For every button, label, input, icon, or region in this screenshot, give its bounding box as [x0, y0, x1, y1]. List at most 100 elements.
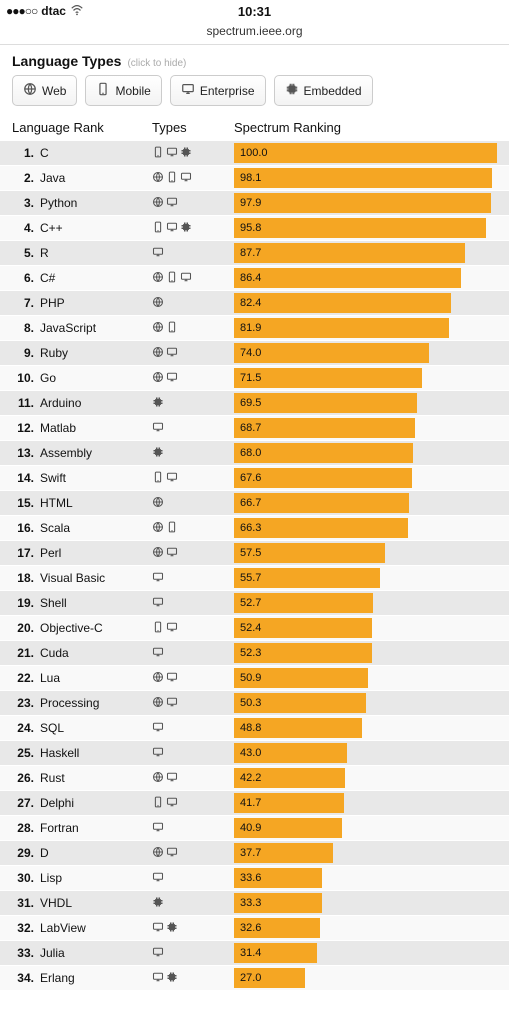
language-name: Julia	[34, 946, 152, 960]
table-row[interactable]: 33Julia31.4	[0, 941, 509, 966]
spectrum-value: 32.6	[234, 922, 261, 934]
mobile-icon	[166, 321, 178, 336]
rank-cell: 15HTML	[12, 496, 152, 510]
chip-icon	[166, 971, 178, 986]
rank-number: 18	[12, 571, 34, 585]
rank-number: 14	[12, 471, 34, 485]
table-row[interactable]: 5R87.7	[0, 241, 509, 266]
spectrum-bar: 87.7	[234, 243, 465, 263]
rank-cell: 4C++	[12, 221, 152, 235]
rank-number: 31	[12, 896, 34, 910]
table-row[interactable]: 25Haskell43.0	[0, 741, 509, 766]
language-name: Cuda	[34, 646, 152, 660]
table-row[interactable]: 32LabView32.6	[0, 916, 509, 941]
table-row[interactable]: 12Matlab68.7	[0, 416, 509, 441]
filter-label: Web	[42, 84, 66, 98]
desktop-icon	[166, 146, 178, 161]
filter-web-button[interactable]: Web	[12, 75, 77, 106]
spectrum-value: 71.5	[234, 372, 261, 384]
table-row[interactable]: 19Shell52.7	[0, 591, 509, 616]
spectrum-bar: 74.0	[234, 343, 429, 363]
table-row[interactable]: 11Arduino 69.5	[0, 391, 509, 416]
section-header[interactable]: Language Types (click to hide)	[0, 45, 509, 75]
globe-icon	[23, 82, 37, 99]
table-row[interactable]: 27Delphi41.7	[0, 791, 509, 816]
spectrum-bar-cell: 33.3	[234, 893, 497, 913]
language-name: Perl	[34, 546, 152, 560]
rank-cell: 13Assembly	[12, 446, 152, 460]
language-name: Arduino	[34, 396, 152, 410]
table-row[interactable]: 22Lua50.9	[0, 666, 509, 691]
table-row[interactable]: 1C100.0	[0, 141, 509, 166]
desktop-icon	[166, 471, 178, 486]
spectrum-bar: 50.3	[234, 693, 366, 713]
carrier-label: dtac	[41, 4, 66, 18]
spectrum-bar-cell: 50.3	[234, 693, 497, 713]
types-cell	[152, 521, 234, 536]
table-row[interactable]: 18Visual Basic55.7	[0, 566, 509, 591]
table-row[interactable]: 26Rust42.2	[0, 766, 509, 791]
table-row[interactable]: 20Objective-C52.4	[0, 616, 509, 641]
spectrum-bar: 55.7	[234, 568, 380, 588]
types-cell	[152, 196, 234, 211]
language-name: PHP	[34, 296, 152, 310]
chip-icon	[166, 921, 178, 936]
globe-icon	[152, 296, 164, 311]
table-row[interactable]: 9Ruby74.0	[0, 341, 509, 366]
globe-icon	[152, 846, 164, 861]
table-row[interactable]: 7PHP82.4	[0, 291, 509, 316]
table-row[interactable]: 13Assembly 68.0	[0, 441, 509, 466]
rank-number: 6	[12, 271, 34, 285]
spectrum-bar-cell: 67.6	[234, 468, 497, 488]
table-row[interactable]: 3Python97.9	[0, 191, 509, 216]
types-cell	[152, 246, 234, 261]
table-row[interactable]: 34Erlang27.0	[0, 966, 509, 991]
globe-icon	[152, 496, 164, 511]
table-row[interactable]: 10Go71.5	[0, 366, 509, 391]
spectrum-bar-cell: 95.8	[234, 218, 497, 238]
desktop-icon	[152, 921, 164, 936]
filter-label: Enterprise	[200, 84, 255, 98]
language-name: Ruby	[34, 346, 152, 360]
language-name: Python	[34, 196, 152, 210]
rank-cell: 21Cuda	[12, 646, 152, 660]
desktop-icon	[152, 746, 164, 761]
table-row[interactable]: 23Processing50.3	[0, 691, 509, 716]
table-row[interactable]: 15HTML66.7	[0, 491, 509, 516]
table-row[interactable]: 28Fortran40.9	[0, 816, 509, 841]
rank-cell: 16Scala	[12, 521, 152, 535]
desktop-icon	[166, 846, 178, 861]
table-row[interactable]: 16Scala66.3	[0, 516, 509, 541]
spectrum-value: 68.0	[234, 447, 261, 459]
table-row[interactable]: 2Java98.1	[0, 166, 509, 191]
table-row[interactable]: 6C#86.4	[0, 266, 509, 291]
table-row[interactable]: 30Lisp33.6	[0, 866, 509, 891]
status-left: ●●●○○ dtac	[6, 3, 84, 20]
rank-cell: 22Lua	[12, 671, 152, 685]
language-name: Java	[34, 171, 152, 185]
spectrum-value: 27.0	[234, 972, 261, 984]
globe-icon	[152, 196, 164, 211]
types-cell	[152, 371, 234, 386]
status-time: 10:31	[238, 4, 271, 19]
table-row[interactable]: 4C++ 95.8	[0, 216, 509, 241]
rank-cell: 11Arduino	[12, 396, 152, 410]
desktop-icon	[180, 271, 192, 286]
url-bar[interactable]: spectrum.ieee.org	[0, 22, 509, 45]
table-row[interactable]: 31VHDL33.3	[0, 891, 509, 916]
signal-dots-icon: ●●●○○	[6, 4, 37, 18]
table-row[interactable]: 21Cuda52.3	[0, 641, 509, 666]
filter-embedded-button[interactable]: Embedded	[274, 75, 373, 106]
spectrum-bar: 68.7	[234, 418, 415, 438]
types-cell	[152, 171, 234, 186]
table-row[interactable]: 14Swift67.6	[0, 466, 509, 491]
filter-enterprise-button[interactable]: Enterprise	[170, 75, 266, 106]
spectrum-bar: 69.5	[234, 393, 417, 413]
rank-number: 11	[12, 396, 34, 410]
table-row[interactable]: 8JavaScript81.9	[0, 316, 509, 341]
table-row[interactable]: 29D37.7	[0, 841, 509, 866]
filter-mobile-button[interactable]: Mobile	[85, 75, 161, 106]
table-row[interactable]: 24SQL48.8	[0, 716, 509, 741]
table-row[interactable]: 17Perl57.5	[0, 541, 509, 566]
rank-number: 22	[12, 671, 34, 685]
